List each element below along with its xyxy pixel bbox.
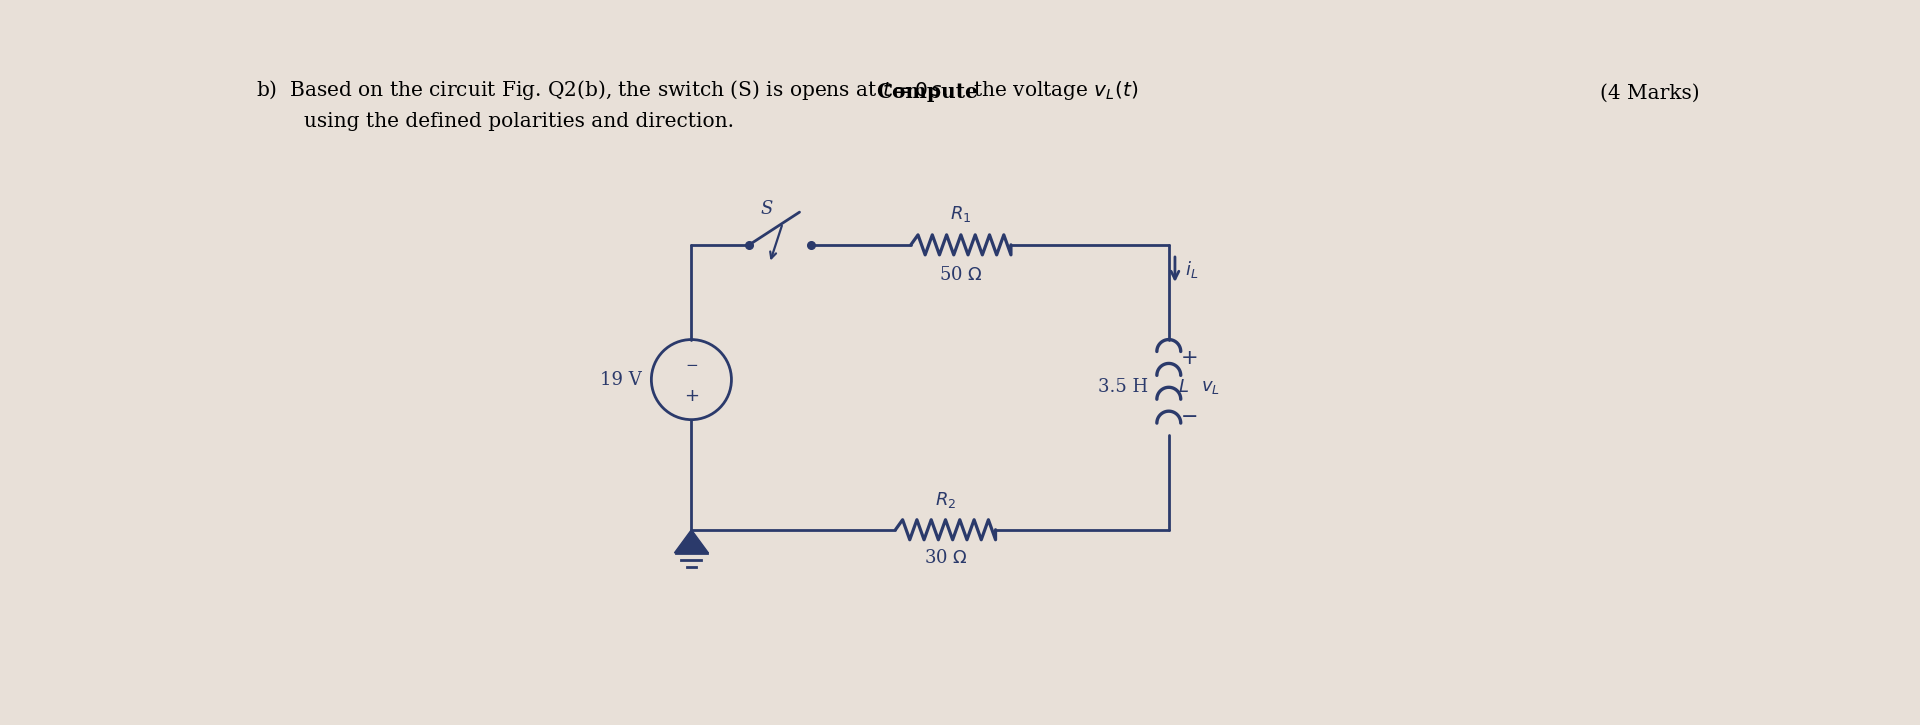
Text: $L$: $L$ (1179, 378, 1188, 397)
Text: $-$: $-$ (685, 356, 699, 371)
Text: $+$: $+$ (684, 386, 699, 405)
Text: $i_L$: $i_L$ (1185, 259, 1198, 280)
Polygon shape (674, 530, 708, 553)
Text: +: + (1181, 348, 1198, 368)
Text: $R_1$: $R_1$ (950, 204, 972, 224)
Text: (4 Marks): (4 Marks) (1601, 83, 1699, 102)
Text: Compute: Compute (876, 83, 977, 102)
Text: 19 V: 19 V (601, 370, 641, 389)
Text: 3.5 H: 3.5 H (1098, 378, 1154, 397)
Text: $v_L$: $v_L$ (1202, 378, 1219, 397)
Text: the voltage $v_L(t)$: the voltage $v_L(t)$ (968, 80, 1139, 102)
Text: 30 $\Omega$: 30 $\Omega$ (924, 549, 968, 567)
Text: b)  Based on the circuit Fig. Q2(b), the switch (S) is opens at $t = 0\,s$.: b) Based on the circuit Fig. Q2(b), the … (257, 78, 950, 102)
Text: S: S (760, 200, 774, 218)
Text: 50 $\Omega$: 50 $\Omega$ (939, 265, 983, 283)
Text: −: − (1181, 407, 1198, 426)
Text: $R_2$: $R_2$ (935, 491, 956, 510)
Text: using the defined polarities and direction.: using the defined polarities and directi… (303, 112, 733, 131)
